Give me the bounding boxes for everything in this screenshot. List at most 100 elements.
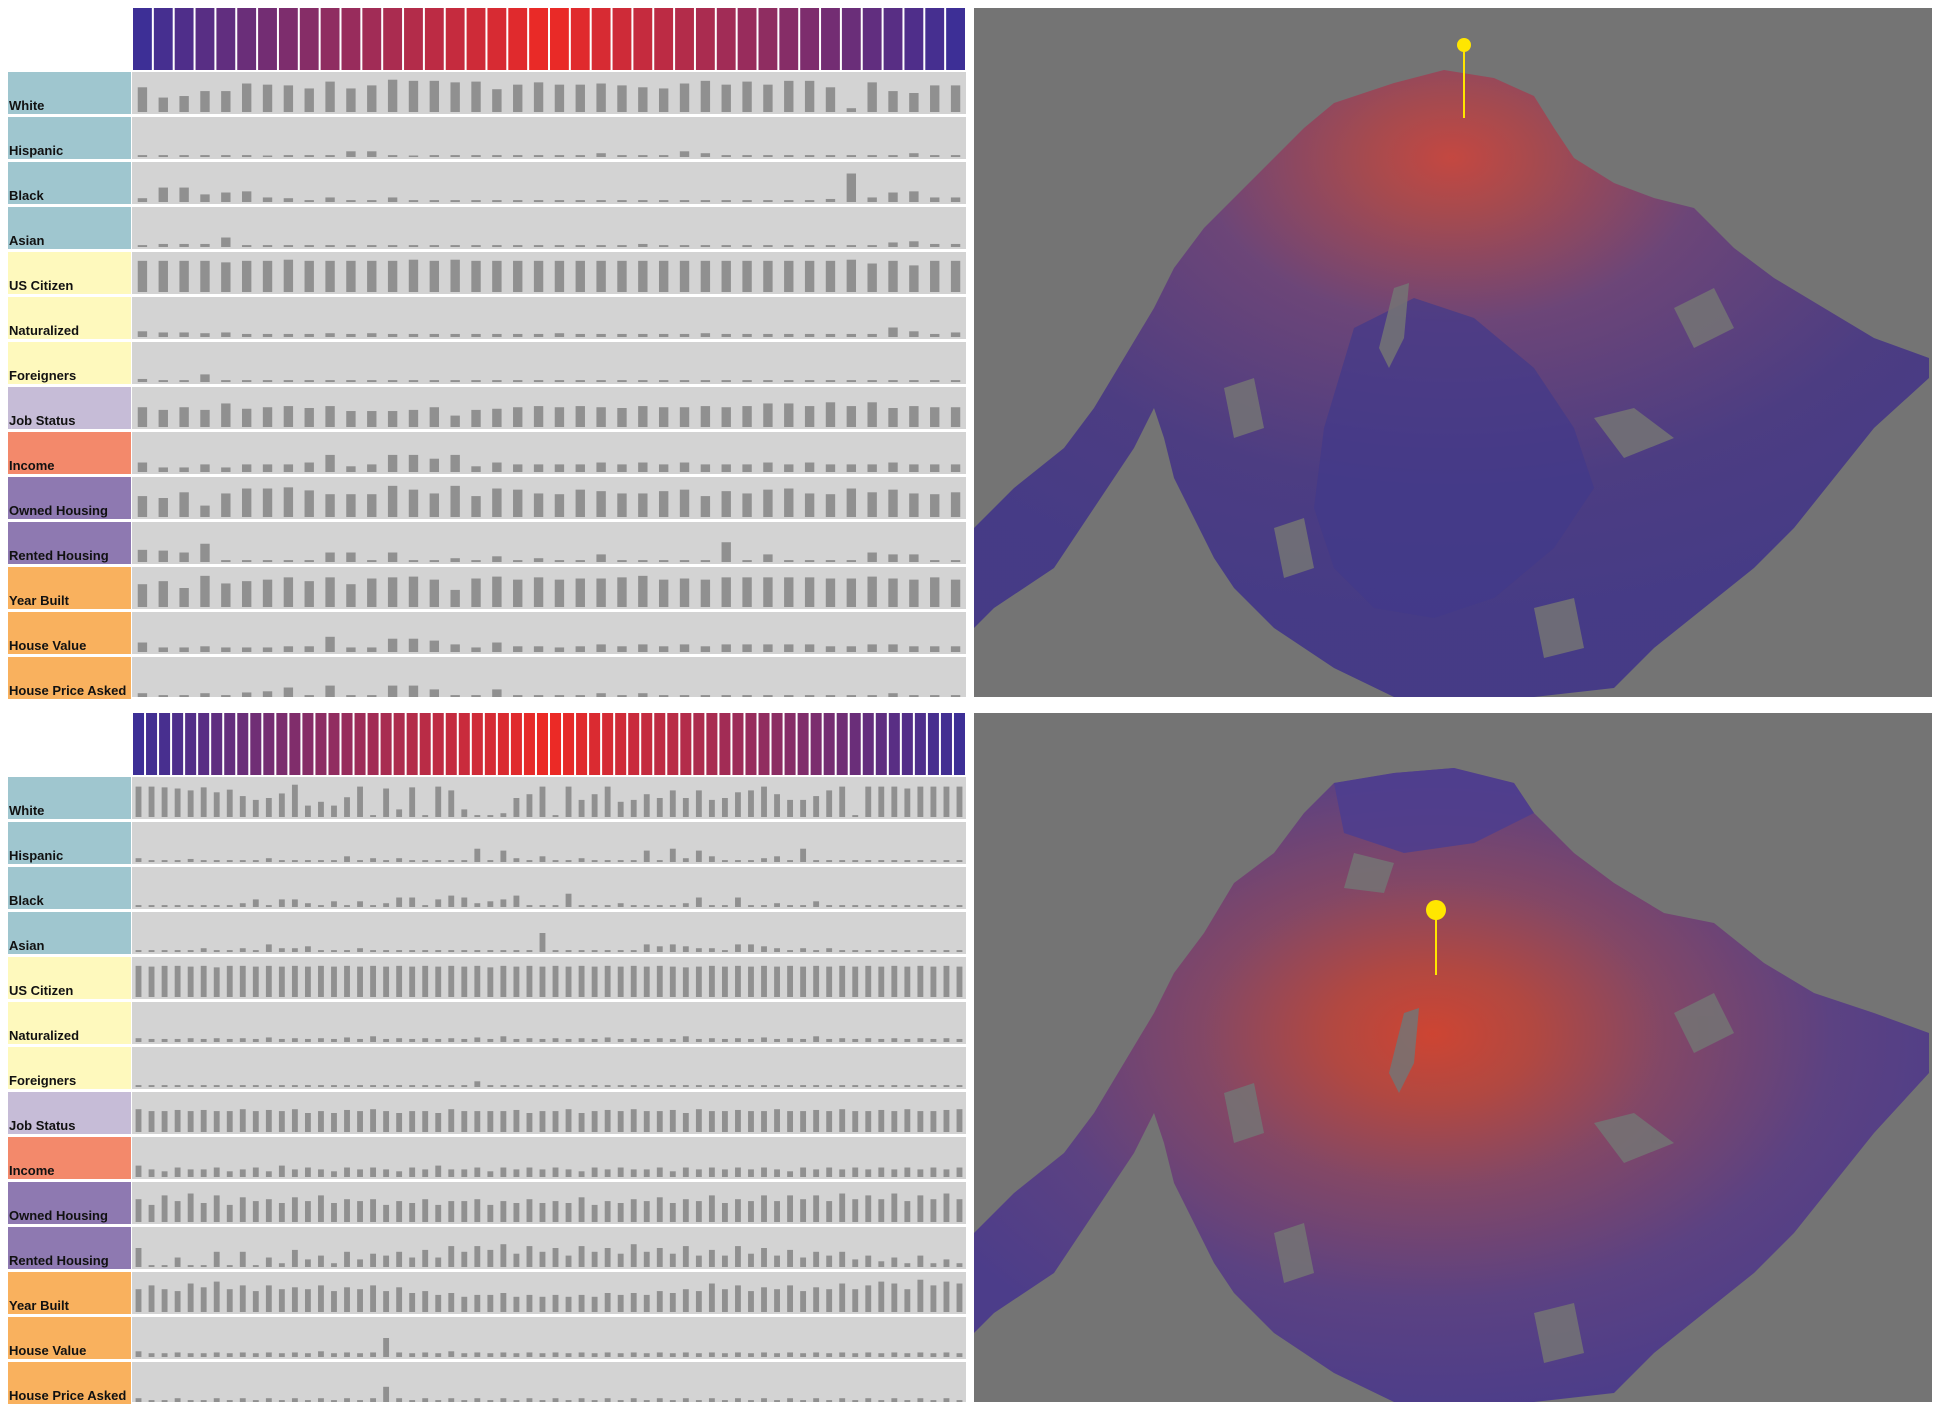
bar[interactable] (804, 380, 815, 382)
bar[interactable] (656, 1038, 663, 1042)
bar[interactable] (763, 333, 773, 337)
bar[interactable] (226, 1038, 233, 1042)
bar[interactable] (617, 950, 624, 952)
bar[interactable] (213, 1352, 220, 1357)
bar[interactable] (346, 200, 356, 202)
bar[interactable] (867, 402, 877, 427)
bar[interactable] (950, 646, 961, 652)
bar[interactable] (318, 1085, 324, 1087)
bar[interactable] (331, 860, 337, 862)
bar[interactable] (344, 1199, 350, 1222)
bar[interactable] (492, 380, 502, 382)
bar[interactable] (513, 333, 523, 337)
bar[interactable] (721, 407, 731, 427)
bar[interactable] (552, 950, 559, 952)
bar[interactable] (617, 966, 624, 997)
bar[interactable] (565, 1353, 572, 1357)
bar[interactable] (554, 494, 565, 517)
bar[interactable] (721, 200, 731, 202)
bar[interactable] (575, 333, 585, 337)
bar[interactable] (888, 408, 898, 427)
bar[interactable] (761, 946, 767, 952)
bar[interactable] (318, 860, 324, 862)
bar[interactable] (787, 965, 794, 997)
bar[interactable] (387, 79, 398, 112)
bar[interactable] (461, 860, 468, 862)
bar[interactable] (909, 380, 919, 382)
bar[interactable] (346, 245, 356, 247)
bar[interactable] (200, 464, 210, 472)
bar[interactable] (909, 579, 919, 607)
bar[interactable] (669, 1400, 676, 1402)
bar[interactable] (448, 1201, 455, 1222)
bar[interactable] (262, 407, 273, 427)
bar[interactable] (357, 901, 363, 907)
bar[interactable] (891, 965, 898, 997)
bar[interactable] (409, 897, 416, 908)
bar[interactable] (909, 93, 919, 112)
bar[interactable] (695, 1109, 702, 1132)
bar[interactable] (346, 584, 356, 607)
bar[interactable] (825, 333, 836, 337)
bar[interactable] (575, 380, 585, 382)
bar[interactable] (396, 1113, 403, 1132)
bar[interactable] (669, 1353, 676, 1357)
bar[interactable] (784, 380, 794, 382)
bar[interactable] (930, 380, 940, 382)
bar[interactable] (474, 903, 481, 907)
bar[interactable] (318, 801, 324, 817)
bar[interactable] (346, 552, 356, 563)
bar[interactable] (956, 1085, 963, 1087)
bar[interactable] (135, 1109, 142, 1132)
bar[interactable] (179, 492, 189, 517)
bar[interactable] (367, 494, 377, 517)
bar[interactable] (761, 786, 767, 817)
bar[interactable] (161, 1111, 168, 1132)
bar[interactable] (763, 577, 773, 607)
bar[interactable] (804, 577, 815, 607)
bar[interactable] (578, 1113, 585, 1132)
bar[interactable] (596, 644, 606, 652)
bar[interactable] (787, 1285, 794, 1312)
bar[interactable] (748, 860, 754, 862)
bar[interactable] (213, 950, 220, 952)
bar[interactable] (325, 260, 335, 292)
bar[interactable] (187, 1265, 194, 1267)
bar[interactable] (265, 1398, 272, 1402)
bar[interactable] (304, 462, 314, 473)
bar[interactable] (700, 464, 711, 472)
bar[interactable] (239, 860, 246, 862)
bar[interactable] (492, 333, 502, 337)
bar[interactable] (331, 1113, 337, 1132)
bar[interactable] (325, 494, 335, 517)
bar[interactable] (344, 950, 350, 952)
bar[interactable] (357, 1400, 363, 1402)
bar[interactable] (174, 1352, 181, 1357)
bar[interactable] (187, 905, 194, 907)
bar[interactable] (682, 903, 689, 907)
bar[interactable] (617, 1253, 624, 1267)
bar[interactable] (422, 1291, 429, 1312)
bar[interactable] (221, 647, 231, 652)
bar[interactable] (471, 260, 481, 292)
bar[interactable] (435, 1113, 442, 1132)
bar[interactable] (304, 260, 314, 292)
bar[interactable] (226, 1289, 233, 1312)
bar[interactable] (158, 550, 168, 562)
bar[interactable] (950, 243, 961, 247)
bar[interactable] (213, 860, 220, 862)
bar[interactable] (721, 1255, 728, 1267)
bar[interactable] (461, 1251, 468, 1267)
bar[interactable] (617, 1038, 624, 1042)
bar[interactable] (304, 380, 314, 382)
bar[interactable] (888, 260, 898, 292)
bar[interactable] (617, 245, 627, 247)
bar[interactable] (787, 1111, 794, 1132)
bar[interactable] (408, 245, 419, 247)
bar[interactable] (435, 1353, 442, 1357)
bar[interactable] (865, 1195, 872, 1222)
bar[interactable] (643, 1294, 650, 1312)
bar[interactable] (591, 1296, 598, 1312)
bar[interactable] (575, 406, 585, 427)
bar[interactable] (487, 901, 494, 907)
